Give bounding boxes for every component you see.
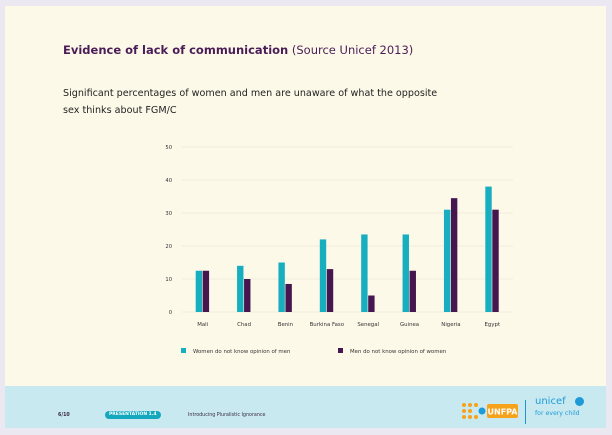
x-tick-label: Benin xyxy=(278,322,293,328)
unfpa-logo: UNFPA xyxy=(462,403,519,419)
bar xyxy=(244,279,251,312)
x-tick-label: Mali xyxy=(197,322,208,328)
unfpa-logo-text: UNFPA xyxy=(488,408,519,417)
unicef-tagline: for every child xyxy=(535,410,580,417)
unicef-logo-text: unicef xyxy=(535,396,566,407)
bar xyxy=(450,198,458,312)
bar xyxy=(409,270,416,312)
bar xyxy=(202,270,210,312)
bar xyxy=(485,186,492,312)
legend-swatch xyxy=(338,348,343,353)
slide: Evidence of lack of communication (Sourc… xyxy=(5,6,606,428)
bar xyxy=(368,295,375,312)
bar xyxy=(278,262,285,312)
bar xyxy=(195,270,203,312)
slide-subtitle: Significant percentages of women and men… xyxy=(63,88,438,116)
bar xyxy=(319,239,327,312)
x-tick-label: Egypt xyxy=(485,322,501,328)
legend-swatch xyxy=(181,348,186,353)
y-tick-label: 40 xyxy=(165,178,172,184)
unicef-logo: unicef for every child xyxy=(535,396,595,422)
bar xyxy=(402,234,409,312)
bar-chart: 0 10 20 30 40 50 Mali Chad Benin Burkina Faso Sene… xyxy=(165,145,513,355)
x-tick-label: Burkina Faso xyxy=(310,322,344,328)
x-tick-label: Chad xyxy=(237,322,251,328)
logo-divider xyxy=(525,400,526,424)
legend-label: Men do not know opinion of women xyxy=(350,349,446,355)
y-tick-label: 10 xyxy=(165,277,172,283)
y-tick-label: 0 xyxy=(169,310,172,316)
bar xyxy=(285,283,292,312)
x-tick-label: Senegal xyxy=(357,322,379,328)
page-number: 6/10 xyxy=(58,413,70,418)
bar xyxy=(443,209,451,312)
x-tick-label: Nigeria xyxy=(441,322,460,328)
slide-title-emphasis: Evidence of lack of communication xyxy=(63,43,289,57)
y-tick-label: 20 xyxy=(165,244,172,250)
globe-icon xyxy=(575,397,584,406)
x-tick-label: Guinea xyxy=(400,322,419,328)
footer-title: Introducing Pluralistic Ignorance xyxy=(188,413,266,418)
bar xyxy=(326,269,334,312)
slide-title: Evidence of lack of communication (Sourc… xyxy=(63,43,413,57)
legend-label: Women do not know opinion of men xyxy=(193,349,290,355)
y-tick-label: 50 xyxy=(165,145,172,151)
presentation-badge: PRESENTATION 1.4 xyxy=(105,411,161,419)
y-tick-label: 30 xyxy=(165,211,172,217)
bar xyxy=(237,265,244,312)
slide-title-source: (Source Unicef 2013) xyxy=(288,43,414,57)
footer-bar: 6/10 PRESENTATION 1.4 Introducing Plural… xyxy=(5,386,606,428)
bar xyxy=(361,234,368,312)
bar xyxy=(492,209,499,312)
